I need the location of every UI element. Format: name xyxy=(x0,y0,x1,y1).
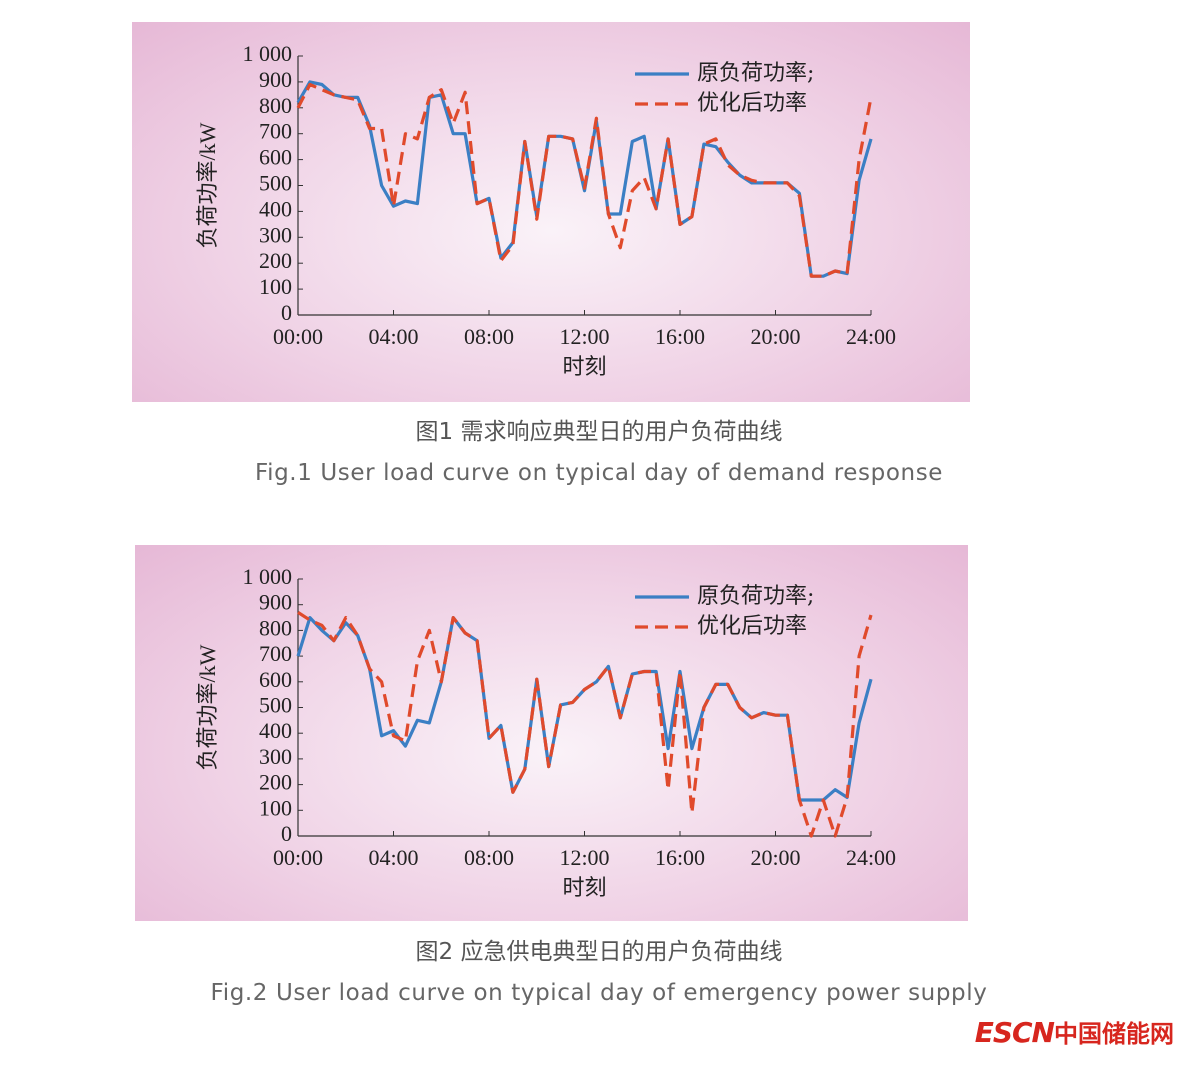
y-tick-label: 800 xyxy=(259,615,292,640)
y-tick-label: 900 xyxy=(259,67,292,92)
legend-label: 原负荷功率; xyxy=(697,61,814,86)
y-tick-label: 100 xyxy=(259,274,292,299)
x-axis-label: 时刻 xyxy=(562,354,606,379)
y-tick-label: 1 000 xyxy=(243,41,293,66)
y-tick-label: 600 xyxy=(259,145,292,170)
x-tick-label: 04:00 xyxy=(368,845,418,870)
y-tick-label: 700 xyxy=(259,641,292,666)
x-tick-label: 20:00 xyxy=(750,845,800,870)
y-tick-label: 0 xyxy=(281,821,292,846)
y-tick-label: 1 000 xyxy=(243,564,293,589)
y-tick-label: 0 xyxy=(281,300,292,325)
x-tick-label: 20:00 xyxy=(750,324,800,349)
x-tick-label: 00:00 xyxy=(273,845,323,870)
y-tick-label: 600 xyxy=(259,667,292,692)
y-tick-label: 300 xyxy=(259,744,292,769)
y-tick-label: 900 xyxy=(259,590,292,615)
logo: ESCN中国储能网 xyxy=(975,1014,1174,1049)
y-tick-label: 800 xyxy=(259,93,292,118)
x-tick-label: 24:00 xyxy=(846,845,896,870)
y-tick-label: 400 xyxy=(259,718,292,743)
y-tick-label: 400 xyxy=(259,196,292,221)
legend-label: 优化后功率 xyxy=(697,91,807,116)
caption-en: Fig.2 User load curve on typical day of … xyxy=(210,980,988,1006)
logo-brand: ESCN xyxy=(974,1016,1055,1049)
y-tick-label: 300 xyxy=(259,222,292,247)
legend-label: 原负荷功率; xyxy=(697,584,814,609)
y-tick-label: 200 xyxy=(259,248,292,273)
y-axis-label: 负荷功率/kW xyxy=(195,122,220,248)
x-tick-label: 08:00 xyxy=(464,845,514,870)
legend-label: 优化后功率 xyxy=(697,614,807,639)
caption-en: Fig.1 User load curve on typical day of … xyxy=(254,460,944,486)
y-axis-label: 负荷功率/kW xyxy=(195,644,220,770)
caption: 图2 应急供电典型日的用户负荷曲线 xyxy=(415,939,783,965)
chart-panel: 0 100 200 300 400 500 600 700 800 900 1 000 00:00 04… xyxy=(135,545,968,921)
x-axis-label: 时刻 xyxy=(562,875,606,900)
x-tick-label: 04:00 xyxy=(368,324,418,349)
y-tick-label: 500 xyxy=(259,693,292,718)
chart-panel: 0 100 200 300 400 500 600 700 800 900 1 000 00:00 04… xyxy=(132,22,970,402)
y-tick-label: 200 xyxy=(259,770,292,795)
series-line xyxy=(296,82,873,278)
x-tick-label: 16:00 xyxy=(655,845,705,870)
y-tick-label: 700 xyxy=(259,119,292,144)
y-tick-label: 100 xyxy=(259,795,292,820)
series-line xyxy=(296,616,873,802)
x-tick-label: 16:00 xyxy=(655,324,705,349)
x-tick-label: 00:00 xyxy=(273,324,323,349)
logo-site: 中国储能网 xyxy=(1054,1020,1174,1048)
caption: 图1 需求响应典型日的用户负荷曲线 xyxy=(415,419,783,445)
x-tick-label: 24:00 xyxy=(846,324,896,349)
x-tick-label: 12:00 xyxy=(559,324,609,349)
series-line xyxy=(297,611,873,838)
x-tick-label: 08:00 xyxy=(464,324,514,349)
y-tick-label: 500 xyxy=(259,171,292,196)
x-tick-label: 12:00 xyxy=(559,845,609,870)
